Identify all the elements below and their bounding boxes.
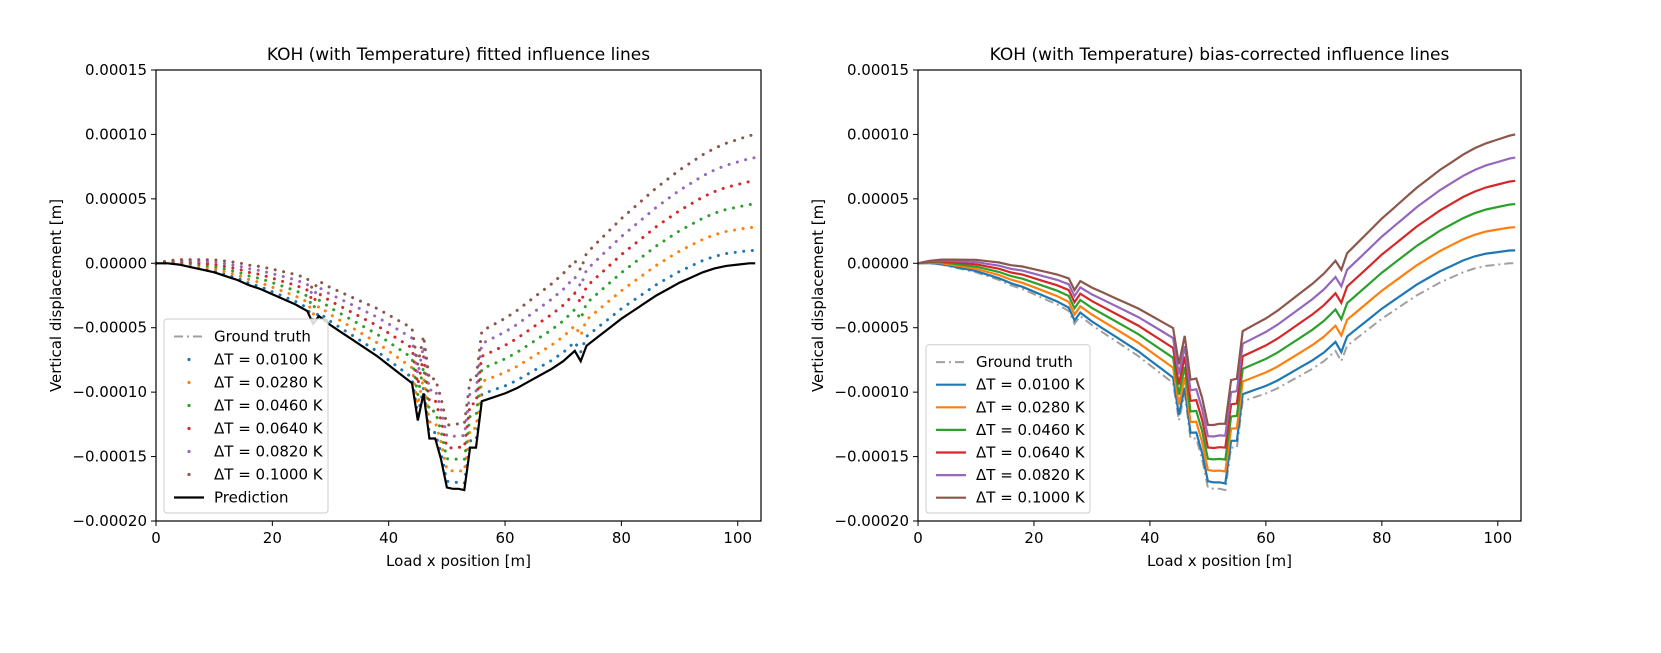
series-line [917, 133, 1516, 427]
chart-bias-corrected-influence-lines: KOH (with Temperature) bias-corrected in… [809, 45, 1522, 570]
x-tick-label: 0 [151, 529, 161, 547]
x-tick-label: 60 [1256, 529, 1275, 547]
legend-label: ΔT = 0.0460 K [976, 421, 1086, 439]
legend-marker [187, 472, 191, 477]
legend-marker [187, 357, 191, 362]
x-tick-label: 40 [1140, 529, 1159, 547]
y-tick-label: 0.00005 [847, 190, 909, 208]
series-line [917, 249, 1516, 485]
y-tick-label: −0.00010 [834, 383, 909, 401]
y-tick-label: 0.00015 [847, 61, 909, 79]
legend-marker [187, 449, 191, 454]
y-tick-label: 0.00000 [847, 254, 909, 272]
legend: Ground truth ΔT = 0.0100 K ΔT = 0.0280 K ΔT… [925, 344, 1091, 514]
legend: Ground truth ΔT = 0.0100 K ΔT = 0.0280 K ΔT… [163, 318, 329, 514]
legend-label: ΔT = 0.1000 K [976, 489, 1086, 507]
x-tick-label: 40 [379, 529, 398, 547]
y-tick-label: −0.00010 [72, 383, 147, 401]
x-tick-label: 0 [913, 529, 923, 547]
x-tick-label: 60 [495, 529, 514, 547]
legend-label: ΔT = 0.0280 K [214, 374, 324, 392]
legend-label: ΔT = 0.0100 K [976, 376, 1086, 394]
y-tick-label: 0.00010 [847, 125, 909, 143]
series-line [154, 248, 757, 486]
y-tick-label: 0.00010 [85, 125, 147, 143]
legend-label: ΔT = 0.0820 K [976, 466, 1086, 484]
chart-fitted-influence-lines: KOH (with Temperature) fitted influence … [47, 45, 762, 570]
legend-label: Ground truth [214, 328, 311, 346]
y-tick-label: −0.00015 [834, 448, 909, 466]
x-axis-label: Load x position [m] [386, 552, 531, 570]
legend-label: ΔT = 0.1000 K [214, 466, 324, 484]
legend-label: ΔT = 0.0460 K [214, 397, 324, 415]
legend-label: Ground truth [976, 353, 1073, 371]
series-line [918, 262, 1516, 492]
x-tick-label: 80 [612, 529, 631, 547]
plot-area [154, 132, 757, 492]
legend-label: ΔT = 0.0640 K [214, 420, 324, 438]
axis-ticks: 0 20 40 60 80 100 −0.00020 −0.00015 −0.00010 −0.0… [72, 61, 752, 547]
legend-marker [187, 403, 191, 408]
y-tick-label: −0.00005 [834, 319, 909, 337]
y-axis-label: Vertical displacement [m] [47, 199, 65, 392]
legend-label: ΔT = 0.0100 K [214, 351, 324, 369]
x-tick-label: 20 [1024, 529, 1043, 547]
series-line [917, 179, 1516, 450]
series-line [156, 262, 756, 492]
y-tick-label: −0.00020 [72, 512, 147, 530]
y-tick-label: 0.00005 [85, 190, 147, 208]
series-line [154, 225, 757, 474]
legend-box [163, 318, 329, 514]
x-axis-label: Load x position [m] [1147, 552, 1292, 570]
legend-box [925, 344, 1091, 514]
series-line [917, 156, 1516, 438]
x-tick-label: 100 [1483, 529, 1512, 547]
plot-area [917, 133, 1516, 492]
x-tick-label: 80 [1372, 529, 1391, 547]
series-line [917, 226, 1516, 473]
y-tick-label: −0.00015 [72, 448, 147, 466]
legend-marker [187, 426, 191, 431]
y-tick-label: −0.00020 [834, 512, 909, 530]
axes-frame [917, 69, 1522, 522]
chart-title: KOH (with Temperature) bias-corrected in… [990, 45, 1450, 65]
legend-label: ΔT = 0.0820 K [214, 443, 324, 461]
x-tick-label: 20 [263, 529, 282, 547]
x-tick-label: 100 [723, 529, 752, 547]
chart-title: KOH (with Temperature) fitted influence … [267, 45, 650, 65]
y-tick-label: 0.00015 [85, 61, 147, 79]
y-axis-label: Vertical displacement [m] [809, 199, 827, 392]
series-line [917, 202, 1516, 461]
legend-label: ΔT = 0.0640 K [976, 444, 1086, 462]
axis-ticks: 0 20 40 60 80 100 −0.00020 −0.00015 −0.00010 −0.0… [834, 61, 1512, 547]
legend-label: Prediction [214, 489, 289, 507]
y-tick-label: 0.00000 [85, 254, 147, 272]
legend-label: ΔT = 0.0280 K [976, 398, 1086, 416]
y-tick-label: −0.00005 [72, 319, 147, 337]
legend-marker [187, 380, 191, 385]
axes-frame [155, 69, 762, 522]
